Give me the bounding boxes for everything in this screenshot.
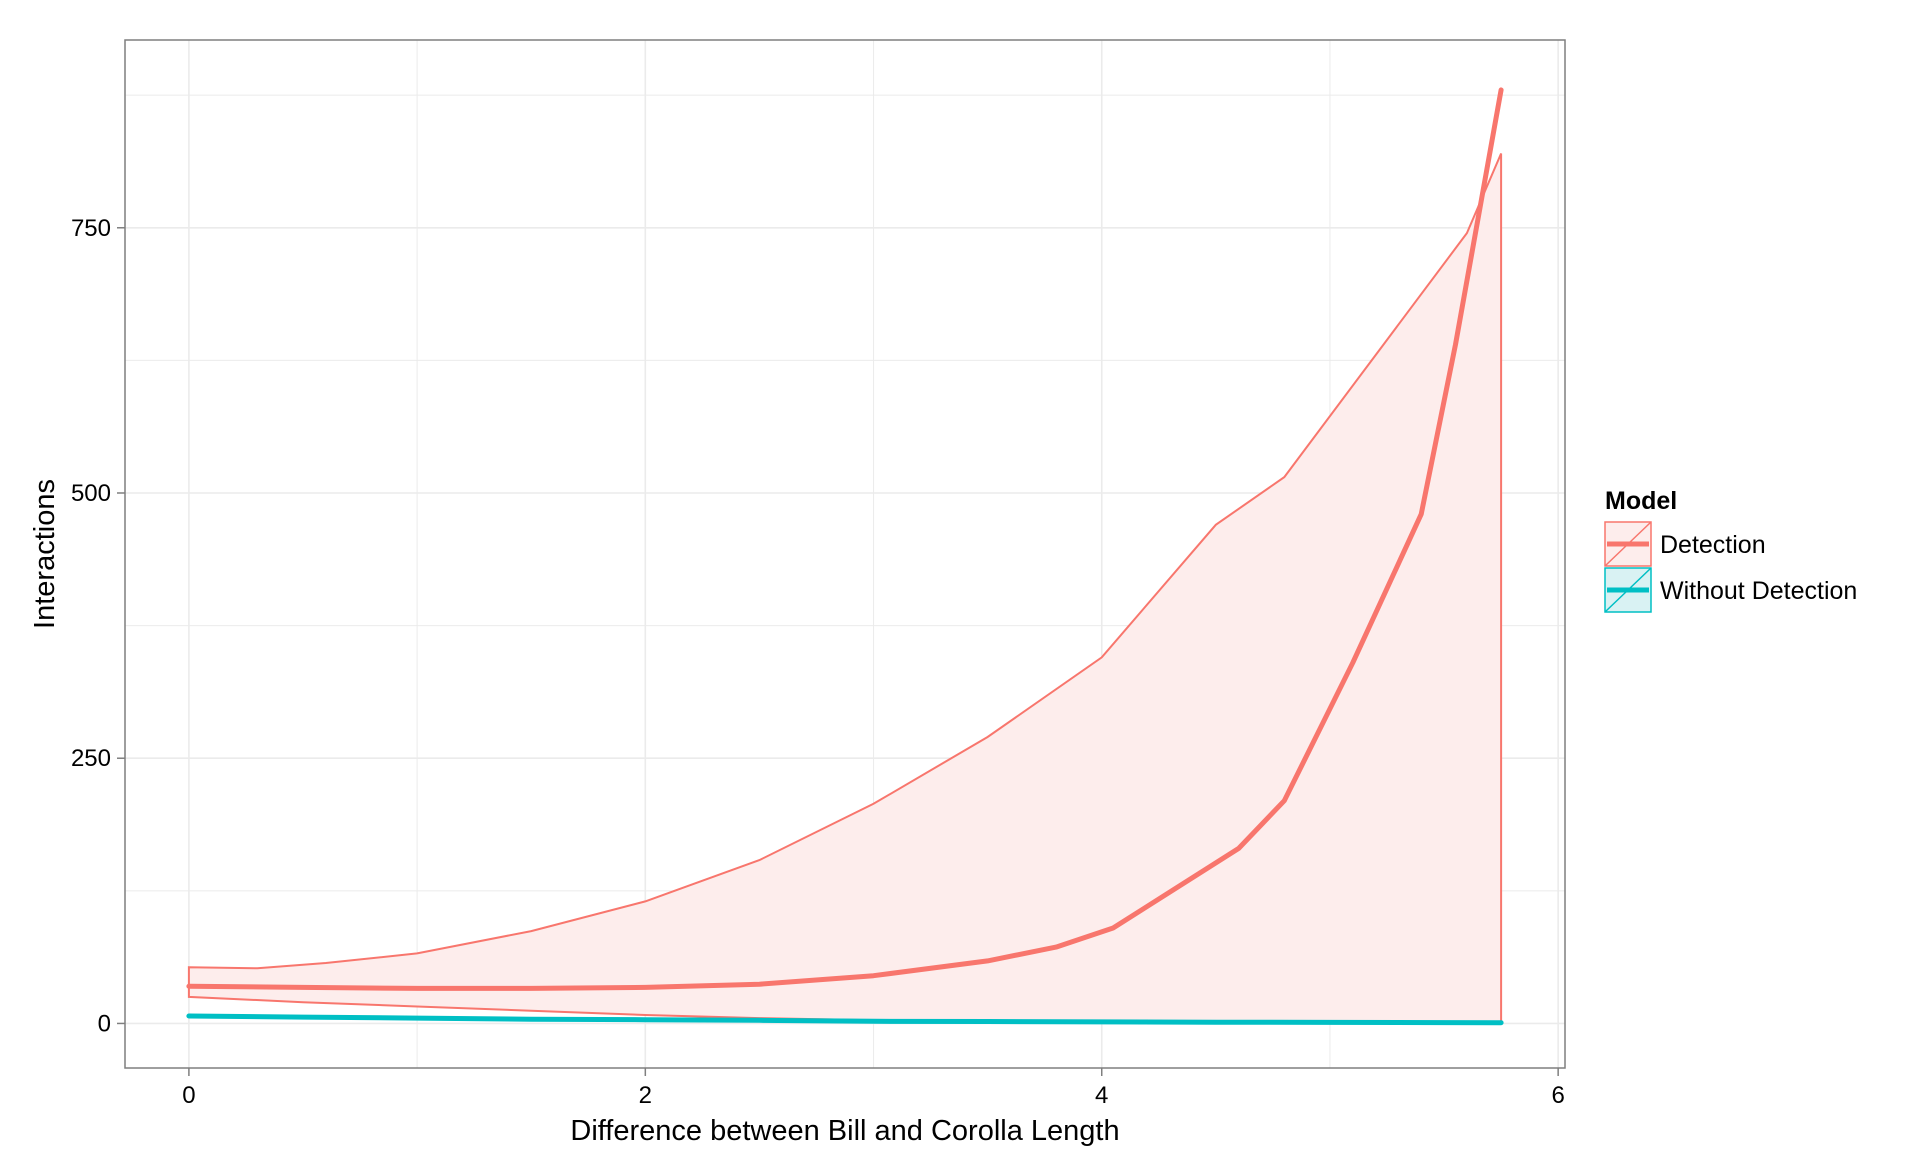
y-tick-label: 0 bbox=[98, 1010, 111, 1037]
without-detection-line bbox=[186, 1013, 1504, 1026]
detection-legend-label: Detection bbox=[1660, 531, 1766, 559]
panel-border bbox=[124, 39, 1566, 1069]
x-axis-title: Difference between Bill and Corolla Leng… bbox=[570, 1115, 1119, 1147]
without-detection-legend-label: Without Detection bbox=[1660, 577, 1857, 605]
y-tick-label: 750 bbox=[71, 215, 111, 242]
legend-title: Model bbox=[1605, 487, 1677, 515]
y-tick-label: 500 bbox=[71, 480, 111, 507]
y-tick-label: 250 bbox=[71, 745, 111, 772]
x-tick-label: 4 bbox=[1095, 1082, 1108, 1109]
detection-confidence-band bbox=[187, 153, 1503, 1025]
detection-line bbox=[186, 87, 1504, 991]
y-axis-title: Interactions bbox=[29, 479, 61, 629]
legend: Model Detection Without Detection bbox=[1604, 487, 1857, 613]
x-tick-label: 2 bbox=[639, 1082, 652, 1109]
x-tick-label: 6 bbox=[1551, 1082, 1564, 1109]
x-tick-label: 0 bbox=[182, 1082, 195, 1109]
